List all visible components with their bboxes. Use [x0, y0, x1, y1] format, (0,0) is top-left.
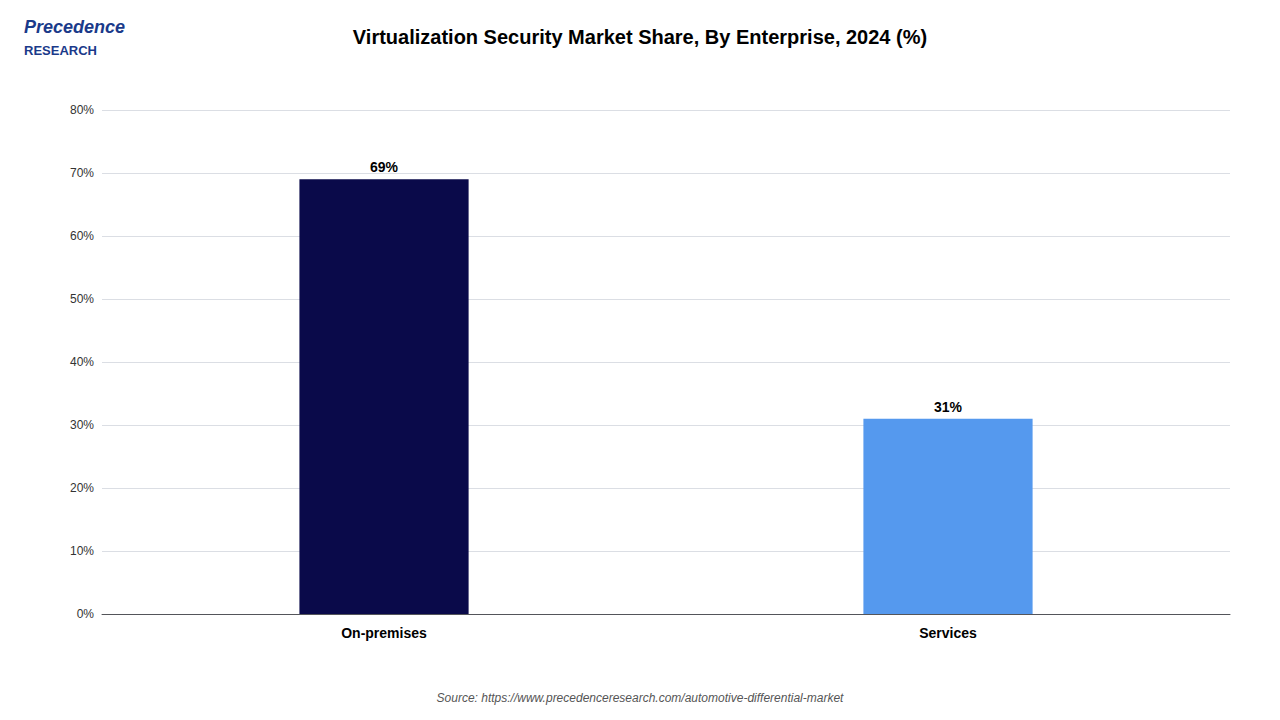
- svg-text:Precedence: Precedence: [24, 17, 125, 37]
- svg-text:40%: 40%: [70, 355, 94, 369]
- svg-text:50%: 50%: [70, 292, 94, 306]
- svg-text:RESEARCH: RESEARCH: [24, 43, 97, 58]
- svg-text:20%: 20%: [70, 481, 94, 495]
- svg-text:31%: 31%: [934, 399, 963, 415]
- svg-text:0%: 0%: [77, 607, 95, 621]
- svg-text:70%: 70%: [70, 166, 94, 180]
- svg-text:60%: 60%: [70, 229, 94, 243]
- svg-text:10%: 10%: [70, 544, 94, 558]
- svg-text:30%: 30%: [70, 418, 94, 432]
- svg-text:On-premises: On-premises: [341, 625, 427, 641]
- svg-text:Source: https://www.precedence: Source: https://www.precedenceresearch.c…: [437, 691, 845, 705]
- svg-text:Services: Services: [919, 625, 977, 641]
- svg-text:Virtualization Security Market: Virtualization Security Market Share, By…: [353, 26, 927, 48]
- svg-text:69%: 69%: [370, 159, 399, 175]
- svg-text:80%: 80%: [70, 103, 94, 117]
